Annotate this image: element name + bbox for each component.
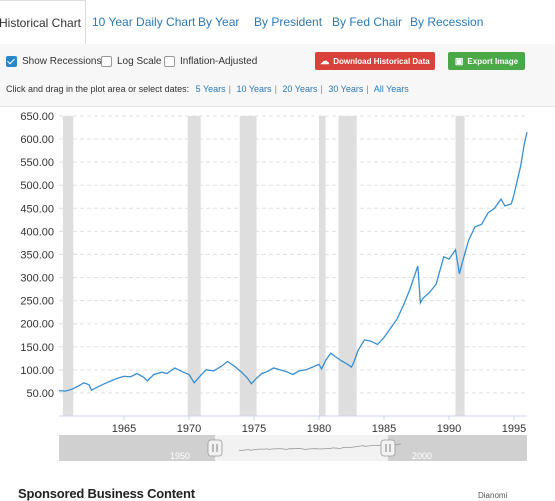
navigator-mask-left xyxy=(59,435,215,461)
log-scale-label: Log Scale xyxy=(117,56,162,67)
range-20-years-link[interactable]: 20 Years xyxy=(282,84,318,94)
recession-band xyxy=(187,116,201,416)
range-30-years-link[interactable]: 30 Years xyxy=(328,84,364,94)
tab-by-fed-chair[interactable]: By Fed Chair xyxy=(332,15,403,29)
series-line xyxy=(58,132,528,392)
download-button-label: Download Historical Data xyxy=(333,56,430,66)
date-range-selector: Click and drag in the plot area or selec… xyxy=(6,84,409,94)
tab-by-recession[interactable]: By Recession xyxy=(410,15,484,29)
recession-band xyxy=(239,116,257,416)
image-icon: ▣ xyxy=(454,55,464,66)
range-navigator[interactable]: 1950 2000 xyxy=(59,435,527,461)
download-historical-data-button[interactable]: ☁ Download Historical Data xyxy=(315,52,435,70)
dianomi-logo: Dianomi xyxy=(478,491,508,500)
navigator-series-line xyxy=(239,443,402,451)
chart-tabs: Historical Chart 10 Year Daily Chart By … xyxy=(0,0,555,46)
checkbox-checked-icon[interactable] xyxy=(6,56,17,67)
sponsored-content-heading: Sponsored Business Content xyxy=(18,486,195,501)
x-tick-label: 1970 xyxy=(177,423,201,435)
show-recessions-label: Show Recessions xyxy=(22,56,102,67)
recession-band xyxy=(338,116,357,416)
x-tick-label: 1980 xyxy=(307,423,331,435)
y-tick-label: 100.00 xyxy=(20,365,54,377)
checkbox-unchecked-icon[interactable] xyxy=(101,56,112,67)
y-tick-label: 450.00 xyxy=(20,203,54,215)
range-all-years-link[interactable]: All Years xyxy=(373,84,409,94)
inflation-adjusted-checkbox[interactable]: Inflation-Adjusted xyxy=(164,56,257,67)
x-tick-label: 1975 xyxy=(242,423,266,435)
tab-by-president[interactable]: By President xyxy=(254,15,323,29)
cloud-download-icon: ☁ xyxy=(320,55,330,66)
y-tick-label: 650.00 xyxy=(20,111,54,123)
export-button-label: Export Image xyxy=(467,56,519,66)
y-axis-labels: 650.00 600.00 550.00 500.00 450.00 400.00 350.… xyxy=(20,111,54,400)
show-recessions-checkbox[interactable]: Show Recessions xyxy=(6,56,101,67)
chart-controls: Show Recessions Log Scale Inflation-Adju… xyxy=(0,44,555,107)
price-history-chart[interactable]: 650.00 600.00 550.00 500.00 450.00 400.00 350.… xyxy=(0,108,555,498)
x-tick-label: 1995 xyxy=(502,423,526,435)
navigator-mask-right xyxy=(388,435,527,461)
navigator-label-1950: 1950 xyxy=(170,451,190,461)
export-image-button[interactable]: ▣ Export Image xyxy=(448,52,525,70)
checkbox-unchecked-icon[interactable] xyxy=(164,56,175,67)
y-tick-label: 50.00 xyxy=(26,388,54,400)
date-range-prompt: Click and drag in the plot area or selec… xyxy=(6,84,190,94)
gridlines xyxy=(59,115,527,394)
y-tick-label: 250.00 xyxy=(20,296,54,308)
y-tick-label: 400.00 xyxy=(20,226,54,238)
recession-bands xyxy=(62,116,465,416)
x-axis-labels: 1965 1970 1975 1980 1985 1990 1995 xyxy=(112,416,526,435)
recession-band xyxy=(319,116,326,416)
y-tick-label: 500.00 xyxy=(20,180,54,192)
recession-band xyxy=(62,116,74,416)
range-5-years-link[interactable]: 5 Years xyxy=(195,84,226,94)
tab-10-year-daily-chart[interactable]: 10 Year Daily Chart xyxy=(92,15,196,29)
y-tick-label: 150.00 xyxy=(20,342,54,354)
y-tick-label: 600.00 xyxy=(20,134,54,146)
range-10-years-link[interactable]: 10 Years xyxy=(236,84,272,94)
y-tick-label: 200.00 xyxy=(20,319,54,331)
y-tick-label: 350.00 xyxy=(20,249,54,261)
recession-band xyxy=(455,116,465,416)
x-tick-label: 1990 xyxy=(437,423,461,435)
navigator-handle-left[interactable] xyxy=(207,439,223,457)
y-tick-label: 300.00 xyxy=(20,273,54,285)
navigator-handle-right[interactable] xyxy=(380,439,396,457)
log-scale-checkbox[interactable]: Log Scale xyxy=(101,56,161,67)
navigator-label-2000: 2000 xyxy=(412,451,432,461)
tab-by-year[interactable]: By Year xyxy=(198,15,240,29)
tab-historical-chart[interactable]: Historical Chart xyxy=(0,0,86,46)
inflation-adjusted-label: Inflation-Adjusted xyxy=(180,56,258,67)
x-tick-label: 1985 xyxy=(372,423,396,435)
x-tick-label: 1965 xyxy=(112,423,136,435)
y-tick-label: 550.00 xyxy=(20,157,54,169)
